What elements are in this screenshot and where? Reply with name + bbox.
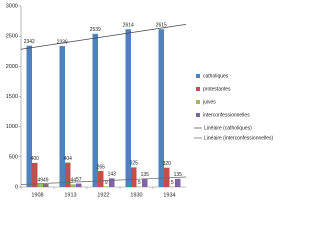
legend-swatch [196,87,200,91]
bar [131,167,137,187]
data-label: 404 [64,156,73,162]
bar [164,167,170,187]
data-label: 320 [163,161,172,167]
trend-line [20,24,187,50]
data-label: 2539 [90,27,101,33]
bar [76,183,82,187]
bar [59,46,65,187]
data-label: 9 [105,180,108,186]
data-label: 44 [70,178,76,184]
data-label: 143 [108,172,117,178]
chart: 0 500 1000 1500 2000 2500 3000 2342 2336 2539 2614… [6,3,274,198]
x-tick-label: 1930 [130,192,142,198]
y-tick-label: 3000 [6,3,18,9]
data-label: 135 [174,172,183,178]
bar [65,162,71,187]
bar [142,178,148,187]
bar [70,184,76,187]
legend-label: interconfessionnelles [203,112,250,118]
bar [37,184,43,187]
y-tick-label: 2000 [6,64,18,70]
bar [103,186,109,187]
x-tick-label: 1922 [97,192,109,198]
data-label: 400 [31,156,40,162]
data-label: 49 [37,177,43,183]
legend-label: catholiques [203,73,229,79]
bar [125,29,131,187]
y-tick-label: 0 [15,184,18,190]
bar [98,171,104,187]
legend-label: protestantes [203,86,231,92]
data-label: 57 [76,177,82,183]
bar [92,33,98,188]
bar [109,178,115,187]
legend-label: juives [202,99,216,105]
data-label: 2342 [24,39,35,45]
data-label: 2614 [123,23,134,29]
legend-swatch [196,113,200,117]
data-label: 5 [171,180,174,186]
x-tick-label: 1913 [64,192,76,198]
bar [26,45,32,187]
trend-line [20,176,187,185]
y-tick-label: 1000 [6,124,18,130]
bar [158,29,164,187]
x-tick-label: 1908 [31,192,43,198]
bar [175,178,181,187]
y-tick-label: 500 [9,154,18,160]
data-label: 325 [130,161,139,167]
data-label: 2336 [57,39,68,45]
legend-label: Linéaire (interconfessionnelles) [204,135,274,141]
x-tick-label: 1934 [163,192,175,198]
data-label: 49 [43,177,49,183]
legend-swatch [196,100,200,104]
y-tick-label: 2500 [6,34,18,40]
data-label: 2615 [156,23,167,29]
legend-label: Linéaire (catholiques) [204,125,252,131]
bar [32,162,38,187]
bar [43,184,49,187]
y-tick-label: 1500 [6,94,18,100]
data-label: 5 [138,180,141,186]
legend-swatch [196,74,200,78]
data-label: 265 [97,164,106,170]
data-label: 135 [141,172,150,178]
